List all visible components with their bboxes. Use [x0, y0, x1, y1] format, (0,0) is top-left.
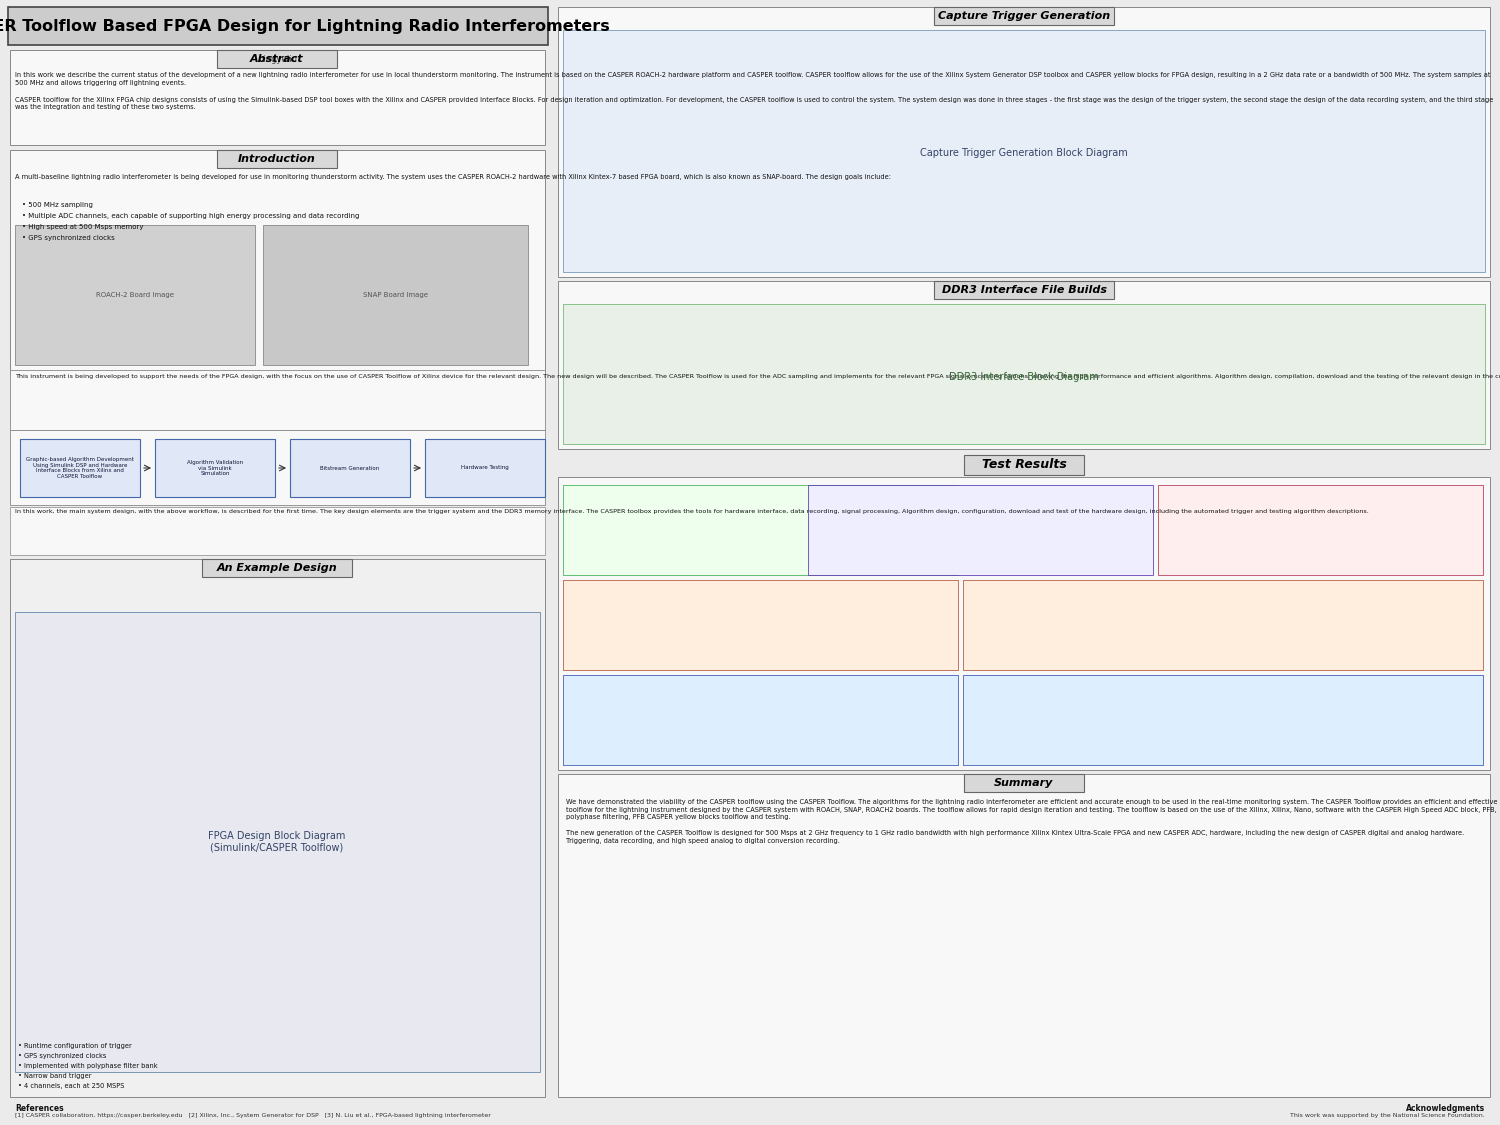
- Bar: [10, 150, 544, 375]
- Text: • GPS synchronized clocks: • GPS synchronized clocks: [18, 1053, 106, 1059]
- Text: • High speed at 500 Msps memory: • High speed at 500 Msps memory: [22, 224, 144, 229]
- Bar: [558, 281, 1490, 449]
- Bar: [562, 485, 958, 575]
- Bar: [10, 559, 544, 1097]
- Bar: [15, 612, 540, 1072]
- Bar: [562, 304, 1485, 444]
- Text: Abstract: Abstract: [251, 54, 305, 64]
- Text: In this work, the main system design, with the above workflow, is described for : In this work, the main system design, wi…: [15, 508, 1368, 514]
- Text: • Multiple ADC channels, each capable of supporting high energy processing and d: • Multiple ADC channels, each capable of…: [22, 213, 360, 219]
- Text: ningyuliu: ningyuliu: [258, 55, 297, 64]
- Text: • 4 channels, each at 250 MSPS: • 4 channels, each at 250 MSPS: [18, 1083, 125, 1089]
- Bar: [10, 507, 544, 555]
- Bar: [20, 439, 140, 497]
- Text: Graphic-based Algorithm Development
Using Simulink DSP and Hardware
Interface Bl: Graphic-based Algorithm Development Usin…: [26, 457, 134, 479]
- Text: References: References: [15, 1104, 63, 1113]
- Text: Test Results: Test Results: [981, 459, 1066, 471]
- Text: • GPS synchronized clocks: • GPS synchronized clocks: [22, 235, 114, 241]
- Text: This work was supported by the National Science Foundation.: This work was supported by the National …: [1290, 1113, 1485, 1118]
- Bar: [217, 50, 338, 68]
- Bar: [964, 455, 1084, 475]
- Bar: [562, 580, 958, 670]
- Bar: [558, 7, 1490, 277]
- Text: Bitstream Generation: Bitstream Generation: [321, 466, 380, 470]
- Bar: [424, 439, 544, 497]
- Bar: [10, 430, 544, 505]
- Bar: [202, 559, 352, 577]
- Text: Acknowledgments: Acknowledgments: [1406, 1104, 1485, 1113]
- Bar: [808, 485, 1154, 575]
- Text: SNAP Board Image: SNAP Board Image: [363, 292, 428, 298]
- Text: Introduction: Introduction: [238, 154, 316, 164]
- Text: Capture Trigger Generation Block Diagram: Capture Trigger Generation Block Diagram: [920, 148, 1128, 159]
- Bar: [290, 439, 410, 497]
- Bar: [217, 150, 338, 168]
- Text: We have demonstrated the viability of the CASPER toolflow using the CASPER Toolf: We have demonstrated the viability of th…: [566, 799, 1497, 844]
- Text: Capture Trigger Generation: Capture Trigger Generation: [938, 11, 1110, 21]
- Bar: [562, 30, 1485, 272]
- Text: • Implemented with polyphase filter bank: • Implemented with polyphase filter bank: [18, 1063, 158, 1069]
- Text: ROACH-2 Board Image: ROACH-2 Board Image: [96, 292, 174, 298]
- Bar: [15, 225, 255, 364]
- Text: • Runtime configuration of trigger: • Runtime configuration of trigger: [18, 1043, 132, 1048]
- Text: [1] CASPER collaboration, https://casper.berkeley.edu   [2] Xilinx, Inc., System: [1] CASPER collaboration, https://casper…: [15, 1113, 490, 1118]
- Text: A multi-baseline lightning radio interferometer is being developed for use in mo: A multi-baseline lightning radio interfe…: [15, 174, 891, 180]
- Text: This instrument is being developed to support the needs of the FPGA design, with: This instrument is being developed to su…: [15, 374, 1500, 379]
- Text: An Example Design: An Example Design: [216, 562, 338, 573]
- Text: CASPER toolflow for the Xilinx FPGA chip designs consists of using the Simulink-: CASPER toolflow for the Xilinx FPGA chip…: [15, 97, 1494, 110]
- Text: Hardware Testing: Hardware Testing: [460, 466, 509, 470]
- Text: • Narrow band trigger: • Narrow band trigger: [18, 1073, 92, 1079]
- Bar: [934, 281, 1114, 299]
- Bar: [558, 477, 1490, 770]
- Text: DDR3 Interface Block Diagram: DDR3 Interface Block Diagram: [950, 371, 1100, 381]
- Text: • 500 MHz sampling: • 500 MHz sampling: [22, 202, 93, 208]
- Bar: [1158, 485, 1484, 575]
- Bar: [558, 774, 1490, 1097]
- Text: DDR3 Interface File Builds: DDR3 Interface File Builds: [942, 285, 1107, 295]
- Text: CASPER Toolflow Based FPGA Design for Lightning Radio Interferometers: CASPER Toolflow Based FPGA Design for Li…: [0, 18, 610, 34]
- Bar: [934, 7, 1114, 25]
- Text: FPGA Design Block Diagram
(Simulink/CASPER Toolflow): FPGA Design Block Diagram (Simulink/CASP…: [209, 831, 345, 853]
- Bar: [10, 370, 544, 430]
- Text: Summary: Summary: [994, 778, 1053, 787]
- Text: Algorithm Validation
via Simulink
Simulation: Algorithm Validation via Simulink Simula…: [188, 460, 243, 476]
- Bar: [963, 675, 1484, 765]
- Bar: [964, 774, 1084, 792]
- Bar: [154, 439, 274, 497]
- Bar: [562, 675, 958, 765]
- Bar: [10, 50, 544, 145]
- Bar: [963, 580, 1484, 670]
- Bar: [8, 7, 548, 45]
- Bar: [262, 225, 528, 364]
- Text: In this work we describe the current status of the development of a new lightnin: In this work we describe the current sta…: [15, 72, 1491, 86]
